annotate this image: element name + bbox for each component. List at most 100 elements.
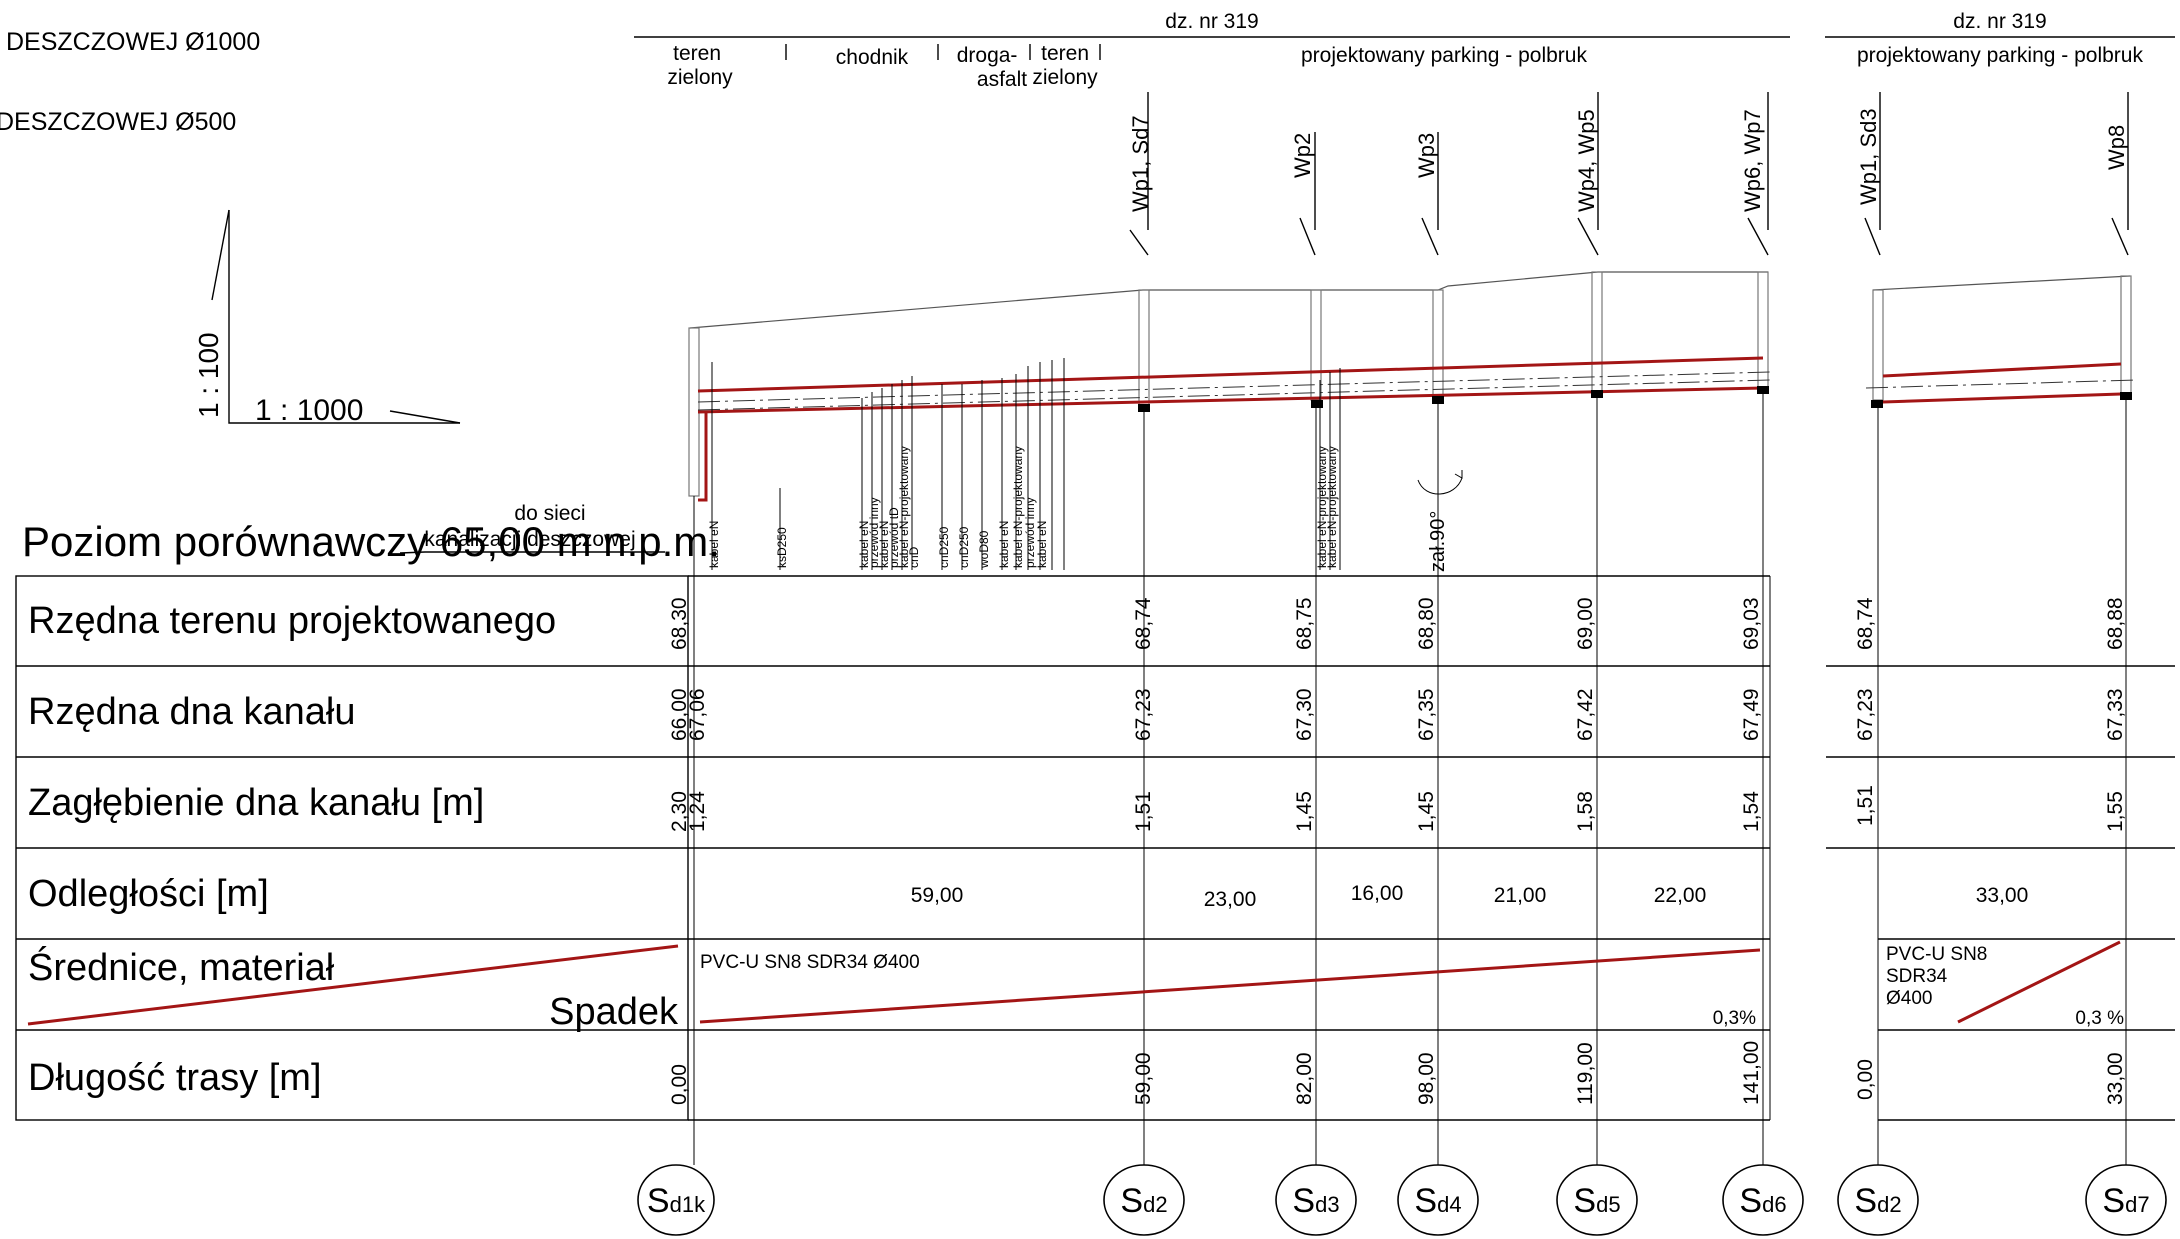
land-use-band: teren zielony chodnik droga- asfalt tere… bbox=[667, 42, 2143, 91]
inlet-label-4: Wp4, Wp5 bbox=[1574, 92, 1599, 256]
table-main: 68,30 68,74 68,75 68,80 69,00 69,03 66,0… bbox=[668, 392, 1771, 1165]
land-use-green-1-a: teren bbox=[673, 42, 721, 65]
svg-text:Sd2: Sd2 bbox=[1120, 1182, 1167, 1220]
depth-sec-sd2: 1,51 bbox=[1854, 785, 1877, 826]
table-secondary: 68,74 68,88 67,23 67,33 1,51 1,55 33,00 … bbox=[1826, 396, 2175, 1165]
utility-15: kabel eN bbox=[1035, 521, 1049, 568]
utility-10: cnD250 bbox=[957, 526, 971, 568]
distance-4: 21,00 bbox=[1494, 884, 1547, 907]
connection-note-2: kanalizacji deszczowej bbox=[424, 528, 635, 551]
well-sd6 bbox=[1757, 271, 1769, 393]
depth-sd3: 1,45 bbox=[1293, 791, 1316, 832]
slope-sec: 0,3 % bbox=[2075, 1008, 2124, 1029]
row-depth: Zagłębienie dna kanału [m] bbox=[28, 782, 484, 824]
row-diameter: Średnice, materiał bbox=[28, 944, 335, 989]
legend-line-2: DESZCZOWEJ Ø500 bbox=[0, 108, 236, 136]
utility-16: kabel eN-projektowany bbox=[1315, 446, 1329, 568]
pipe-spec-main: PVC-U SN8 SDR34 Ø400 bbox=[700, 952, 920, 973]
terrain-sd2: 68,74 bbox=[1132, 597, 1155, 650]
scale-indicator: 1 : 100 1 : 1000 bbox=[193, 209, 461, 427]
svg-text:Wp3: Wp3 bbox=[1414, 133, 1439, 178]
bottom-sec-sd7: 67,33 bbox=[2104, 688, 2127, 741]
well-sd1k bbox=[688, 327, 700, 497]
inlet-label-6: Wp1, Sd3 bbox=[1856, 92, 1881, 256]
slope-line-main bbox=[699, 948, 1761, 1024]
connection-note: do sieci kanalizacji deszczowej bbox=[399, 502, 665, 554]
manhole-sd5: Sd5 bbox=[1556, 1164, 1638, 1236]
inlet-label-3: Wp3 bbox=[1414, 132, 1439, 256]
reference-level: Poziom porównawczy 65,00 m n.p.m. bbox=[22, 518, 720, 565]
scale-horizontal: 1 : 1000 bbox=[255, 394, 363, 427]
manhole-sd2: Sd2 bbox=[1103, 1164, 1185, 1236]
depth-sd5: 1,58 bbox=[1574, 791, 1597, 832]
svg-text:Wp6, Wp7: Wp6, Wp7 bbox=[1740, 109, 1765, 212]
bottom-sd1k: 66,00 bbox=[668, 688, 691, 741]
utility-7: kabel eN-projektowany bbox=[897, 446, 911, 568]
bottom-sd1k-2: 67,06 bbox=[686, 688, 709, 741]
distance-sec: 33,00 bbox=[1976, 884, 2029, 907]
distance-5: 22,00 bbox=[1654, 884, 1707, 907]
terrain-sd3: 68,75 bbox=[1293, 597, 1316, 650]
pipe-axis-main bbox=[697, 371, 1771, 403]
utility-13: kabel eN-projektowany bbox=[1011, 446, 1025, 568]
terrain-sd4: 68,80 bbox=[1415, 597, 1438, 650]
plot-main: dz. nr 319 bbox=[1165, 10, 1258, 33]
connection-note-1: do sieci bbox=[514, 502, 585, 525]
distance-1: 59,00 bbox=[911, 884, 964, 907]
row-distance: Odległości [m] bbox=[28, 873, 269, 915]
utility-1: kabel eN bbox=[707, 521, 721, 568]
inlet-labels: Wp1, Sd7 Wp2 Wp3 Wp4, Wp5 Wp6, Wp7 Wp1, … bbox=[1128, 92, 2129, 256]
svg-text:Wp8: Wp8 bbox=[2104, 125, 2129, 170]
bottom-sd2: 67,23 bbox=[1132, 688, 1155, 741]
length-sd5: 119,00 bbox=[1574, 1042, 1597, 1105]
utility-9: cnD250 bbox=[937, 526, 951, 568]
utility-11: woD80 bbox=[977, 530, 991, 569]
length-sec-sd7: 33,00 bbox=[2104, 1052, 2127, 1105]
utility-12: kabel eN bbox=[997, 521, 1011, 568]
row-labels: Rzędna terenu projektowanego Rzędna dna … bbox=[15, 575, 689, 1121]
pipe-bottom-main bbox=[697, 386, 1764, 414]
pipe-top-main bbox=[697, 356, 1764, 393]
utility-4: przewód inny bbox=[867, 497, 881, 568]
row-slope: Spadek bbox=[549, 991, 679, 1033]
land-use-sidewalk: chodnik bbox=[836, 46, 909, 69]
land-use-green-1: teren zielony bbox=[667, 42, 733, 89]
utility-2: ksD250 bbox=[775, 527, 789, 568]
terrain-sec-sd7: 68,88 bbox=[2104, 597, 2127, 650]
manhole-sd6: Sd6 bbox=[1722, 1164, 1804, 1236]
depth-sd1k: 2,30 bbox=[668, 791, 691, 832]
depth-sd1k-2: 1,24 bbox=[686, 791, 709, 832]
svg-text:Sd7: Sd7 bbox=[2102, 1182, 2149, 1220]
land-use-parking-main: projektowany parking - polbruk bbox=[1301, 44, 1587, 67]
svg-text:Wp1, Sd3: Wp1, Sd3 bbox=[1856, 108, 1881, 205]
inlet-label-2: Wp2 bbox=[1290, 132, 1316, 256]
utility-crossings: kabel eN ksD250 kabel eN przewód inny ka… bbox=[707, 358, 1463, 572]
length-sec-sd2: 0,00 bbox=[1854, 1059, 1877, 1100]
utility-8: cnD bbox=[907, 546, 921, 568]
well-sd5 bbox=[1591, 271, 1603, 393]
terrain-sd6: 69,03 bbox=[1740, 597, 1763, 650]
utility-6: przewód tD bbox=[887, 507, 901, 568]
depth-sd4: 1,45 bbox=[1415, 791, 1438, 832]
land-use-parking-secondary: projektowany parking - polbruk bbox=[1857, 44, 2143, 67]
terrain-sec-sd2: 68,74 bbox=[1854, 597, 1877, 650]
pipe-spec-sec-1: PVC-U SN8 bbox=[1886, 944, 1987, 965]
legend-line-1: DESZCZOWEJ Ø1000 bbox=[6, 28, 260, 56]
pipe-spec-sec-3: Ø400 bbox=[1886, 988, 1932, 1009]
utility-14: przewód inny bbox=[1023, 497, 1037, 568]
svg-text:Wp4, Wp5: Wp4, Wp5 bbox=[1574, 109, 1599, 212]
bottom-sd3: 67,30 bbox=[1293, 688, 1316, 741]
land-use-green-2: teren zielony bbox=[1032, 42, 1098, 89]
bottom-sd6: 67,49 bbox=[1740, 688, 1763, 741]
terrain-sd1k: 68,30 bbox=[668, 597, 691, 650]
manhole-sd4: Sd4 bbox=[1397, 1164, 1479, 1236]
length-sd6: 141,00 bbox=[1740, 1041, 1763, 1105]
pipe-outlet bbox=[698, 412, 708, 502]
terrain-sd5: 69,00 bbox=[1574, 597, 1597, 650]
svg-text:Wp1, Sd7: Wp1, Sd7 bbox=[1128, 115, 1153, 212]
profile-secondary bbox=[1865, 275, 2137, 408]
distance-3: 16,00 bbox=[1351, 882, 1404, 905]
bottom-sd5: 67,42 bbox=[1574, 688, 1597, 741]
row-length: Długość trasy [m] bbox=[28, 1057, 322, 1099]
